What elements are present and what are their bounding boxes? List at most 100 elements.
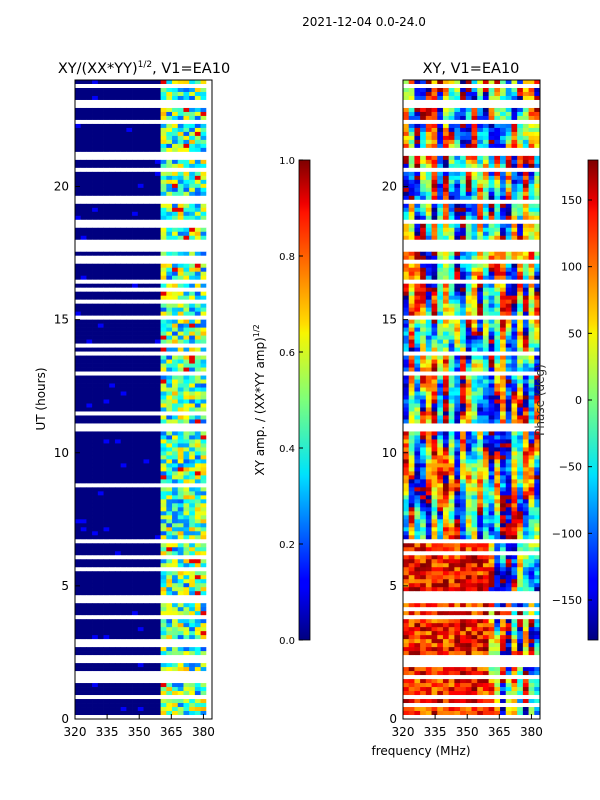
heatmap-cell	[109, 155, 116, 161]
heatmap-cell	[403, 80, 410, 85]
heatmap-cell	[471, 231, 478, 237]
heatmap-cell	[132, 267, 139, 273]
heatmap-cell	[522, 139, 529, 145]
y-tick-label: 10	[54, 446, 69, 460]
heatmap-cell	[194, 303, 201, 308]
heatmap-cell	[465, 215, 472, 221]
heatmap-cell	[86, 175, 93, 181]
heatmap-cell	[200, 683, 207, 688]
heatmap-cell	[80, 471, 87, 476]
heatmap-cell	[103, 507, 110, 512]
heatmap-cell	[126, 399, 133, 404]
heatmap-cell	[109, 279, 116, 285]
heatmap-cell	[143, 391, 150, 396]
heatmap-cell	[189, 267, 196, 273]
heatmap-cell	[80, 591, 87, 596]
heatmap-cell	[172, 447, 179, 452]
heatmap-cell	[437, 231, 444, 237]
heatmap-cell	[460, 239, 467, 245]
heatmap-cell	[160, 287, 167, 293]
heatmap-cell	[206, 611, 213, 616]
heatmap-cell	[92, 247, 99, 253]
heatmap-cell	[183, 695, 190, 700]
heatmap-cell	[414, 155, 421, 161]
heatmap-cell	[80, 699, 87, 704]
heatmap-cell	[132, 539, 139, 544]
heatmap-cell	[448, 83, 455, 89]
heatmap-cell	[92, 367, 99, 372]
heatmap-cell	[92, 215, 99, 221]
heatmap-cell	[126, 203, 133, 209]
heatmap-cell	[522, 147, 529, 153]
heatmap-cell	[206, 411, 213, 416]
heatmap-cell	[80, 691, 87, 696]
heatmap-cell	[132, 95, 139, 101]
heatmap-cell	[420, 223, 427, 229]
heatmap-cell	[403, 119, 410, 125]
heatmap-cell	[75, 343, 82, 348]
heatmap-cell	[522, 115, 529, 121]
heatmap-cell	[103, 279, 110, 285]
heatmap-cell	[103, 583, 110, 588]
heatmap-cell	[166, 347, 173, 352]
heatmap-cell	[454, 227, 461, 233]
heatmap-cell	[126, 539, 133, 544]
heatmap-cell	[528, 91, 535, 97]
heatmap-cell	[132, 279, 139, 285]
heatmap-cell	[143, 547, 150, 552]
heatmap-cell	[154, 451, 161, 456]
heatmap-cell	[160, 567, 167, 572]
heatmap-cell	[109, 687, 116, 692]
heatmap-cell	[126, 403, 133, 408]
heatmap-cell	[408, 107, 415, 113]
heatmap-cell	[75, 579, 82, 584]
heatmap-cell	[460, 131, 467, 137]
heatmap-cell	[166, 647, 173, 652]
heatmap-cell	[120, 695, 127, 700]
heatmap-cell	[166, 655, 173, 660]
heatmap-cell	[114, 395, 122, 400]
heatmap-cell	[166, 511, 173, 516]
heatmap-cell	[420, 239, 427, 245]
heatmap-cell	[420, 163, 427, 169]
heatmap-cell	[114, 155, 122, 161]
heatmap-cell	[92, 515, 99, 520]
heatmap-cell	[143, 103, 150, 109]
heatmap-cell	[86, 163, 93, 169]
heatmap-cell	[114, 215, 122, 221]
heatmap-cell	[166, 431, 173, 436]
heatmap-cell	[120, 627, 127, 632]
heatmap-cell	[166, 567, 173, 572]
heatmap-cell	[172, 455, 179, 460]
heatmap-cell	[511, 80, 518, 85]
heatmap-cell	[75, 575, 82, 580]
heatmap-cell	[103, 567, 110, 572]
heatmap-cell	[425, 95, 432, 101]
heatmap-cell	[86, 415, 93, 420]
heatmap-cell	[154, 307, 161, 312]
heatmap-cell	[194, 687, 201, 692]
heatmap-cell	[465, 123, 472, 129]
heatmap-cell	[511, 219, 518, 225]
heatmap-cell	[86, 347, 93, 352]
heatmap-cell	[200, 99, 207, 105]
heatmap-cell	[177, 103, 184, 109]
heatmap-cell	[177, 471, 184, 476]
heatmap-cell	[149, 87, 156, 93]
heatmap-cell	[149, 223, 156, 229]
heatmap-cell	[488, 127, 495, 133]
heatmap-cell	[183, 267, 190, 273]
heatmap-cell	[160, 243, 167, 249]
heatmap-cell	[194, 479, 201, 484]
heatmap-cell	[154, 211, 161, 217]
heatmap-cell	[132, 135, 139, 141]
heatmap-cell	[137, 531, 144, 536]
heatmap-cell	[97, 143, 104, 149]
heatmap-cell	[200, 531, 207, 536]
heatmap-cell	[149, 715, 156, 720]
heatmap-cell	[425, 259, 432, 265]
heatmap-cell	[160, 159, 167, 165]
heatmap-cell	[414, 80, 421, 85]
heatmap-cell	[120, 243, 127, 249]
